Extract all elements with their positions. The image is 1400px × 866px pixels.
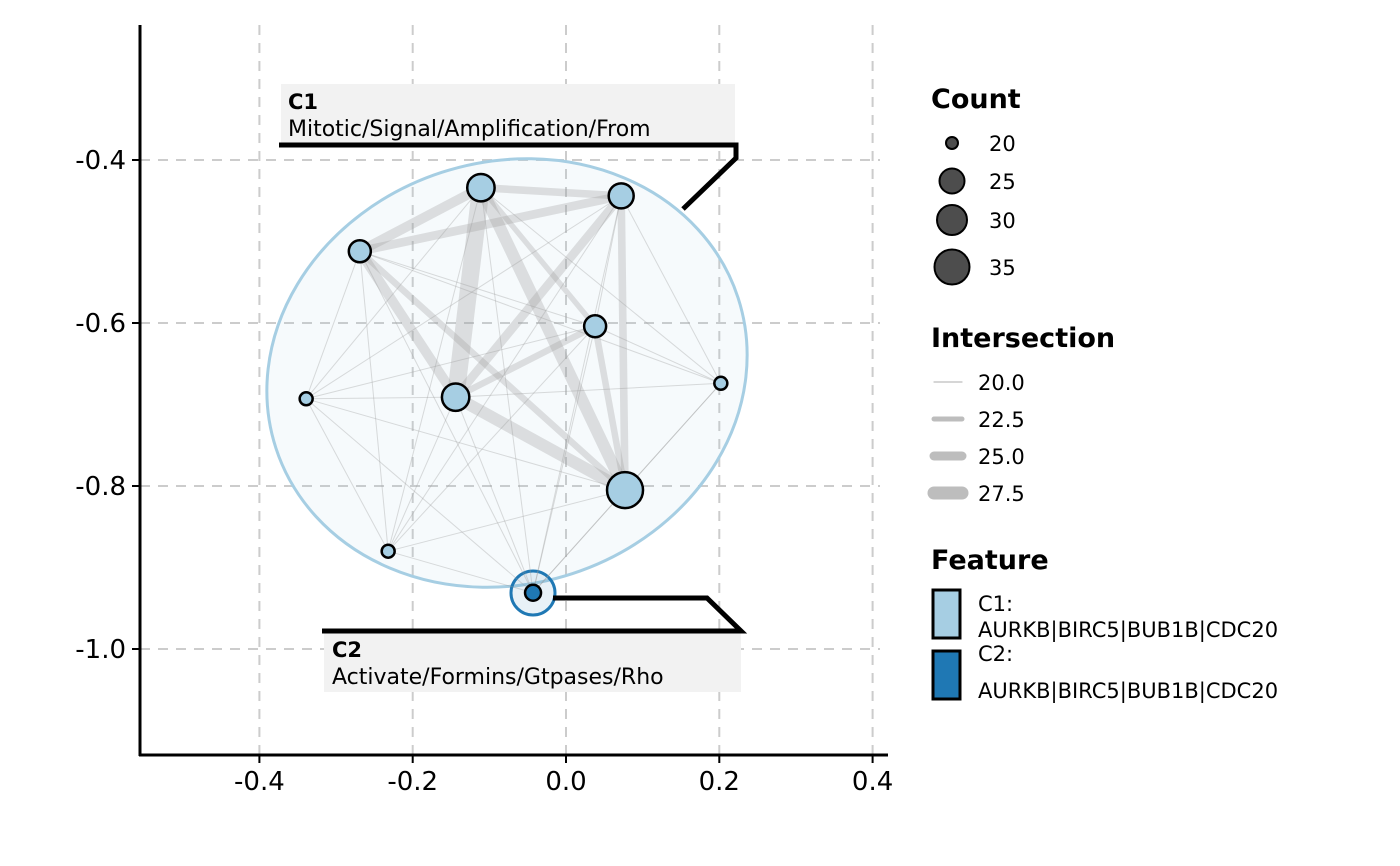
network-edge [478,185,598,328]
legend-intersection: Intersection 20.0 22.5 25.0 27.5 [927,323,1115,506]
network-edge [387,325,596,552]
network-edge [306,325,596,400]
network-edge [306,396,456,400]
network-edge [359,251,534,593]
network-edge [305,398,389,552]
edges [305,183,722,594]
legend-count-circle [945,136,959,150]
network-edge [387,396,457,552]
network-node [298,391,314,407]
c2-label-text: Activate/Formins/Gtpases/Rho [332,665,664,690]
legend-count-title: Count [931,84,1021,115]
legend-intersection-label: 27.5 [978,482,1025,506]
legend-feature-c2-line2: AURKB|BIRC5|BUB1B|CDC20 [978,679,1278,704]
network-edge [620,195,722,384]
network-edge [617,195,629,491]
legend-feature: Feature C1: AURKB|BIRC5|BUB1B|CDC20 C2: … [931,545,1278,704]
legend-feature-swatch-c2 [931,649,962,701]
y-tick-label: -0.6 [75,309,126,339]
axis-ticks: -0.4 -0.2 0.0 0.2 0.4 -0.4 -0.6 -0.8 -1.0 [75,146,893,797]
x-tick-label: 0.4 [852,767,893,797]
network-edge [532,489,626,594]
legend-intersection-label: 22.5 [978,408,1025,432]
legend-count-circle [938,167,966,195]
c1-label-text: Mitotic/Signal/Amplification/From [288,117,651,142]
network-node [440,382,471,413]
network-node [523,583,543,603]
legend-count-circle [936,204,968,236]
legend-intersection-label: 25.0 [978,445,1025,469]
x-tick-label: -0.2 [387,767,438,797]
network-edge [355,248,460,400]
network-edge [452,391,628,496]
y-tick-label: -0.4 [75,146,126,176]
network-edge [387,187,482,552]
legend-count-circle [933,248,971,286]
network-node [465,172,496,203]
legend-count: Count 20 25 30 35 [931,84,1021,286]
legend-count-label: 20 [989,132,1016,156]
network-node [605,470,645,510]
legend-intersection-label: 20.0 [978,371,1025,395]
network-edge [480,187,534,593]
c1-leader-line [279,142,739,211]
legend-feature-c2-line1: C2: [978,642,1013,666]
network-edge [305,187,482,400]
network-edge [455,382,721,398]
network-edge [475,185,631,493]
c1-label-title: C1 [288,90,318,114]
network-edge [455,396,534,593]
network-edge [452,193,625,400]
legend-count-label: 35 [989,256,1016,280]
network-edge [359,250,722,384]
nodes [298,172,729,603]
network-edge [594,325,722,384]
x-tick-label: 0.0 [545,767,586,797]
c2-leader-line [322,595,748,634]
legend-feature-title: Feature [931,545,1049,576]
network-edge [454,323,597,401]
network-edge [388,489,626,552]
c2-label-box [324,632,741,692]
y-tick-label: -1.0 [75,635,126,665]
network-edge [357,183,484,256]
network-node [713,375,729,392]
legend-count-label: 30 [989,209,1016,233]
network-edge [359,251,389,552]
network-edge [591,325,629,491]
legend-count-label: 25 [989,170,1016,194]
network-edge [357,248,628,493]
network-edge [359,250,596,327]
network-node [347,239,373,264]
c2-label-title: C2 [332,638,362,662]
network-edge [306,398,626,491]
network-node [582,314,608,339]
network-edge [305,251,361,399]
network-edge [480,187,722,384]
network-edge [305,195,622,400]
legend-feature-c1-line2: AURKB|BIRC5|BUB1B|CDC20 [978,618,1278,643]
network-edge [446,186,490,399]
y-tick-label: -0.8 [75,472,126,502]
network-edge [532,326,596,593]
network-edge [387,195,622,552]
network-edge [624,382,722,491]
x-tick-label: -0.4 [234,767,285,797]
network-edge [532,195,622,593]
x-tick-label: 0.2 [699,767,740,797]
network-edge [305,398,534,594]
c1-label-box [281,84,735,144]
network-edge [358,191,623,256]
network-edge [480,183,622,200]
legend-intersection-title: Intersection [931,323,1115,354]
legend-feature-c1-line1: C1: [978,592,1013,616]
network-edge [594,195,622,327]
legend-feature-swatch-c1 [931,588,962,640]
network-node [380,543,396,559]
network-node [607,182,635,210]
network-edge [388,550,534,594]
